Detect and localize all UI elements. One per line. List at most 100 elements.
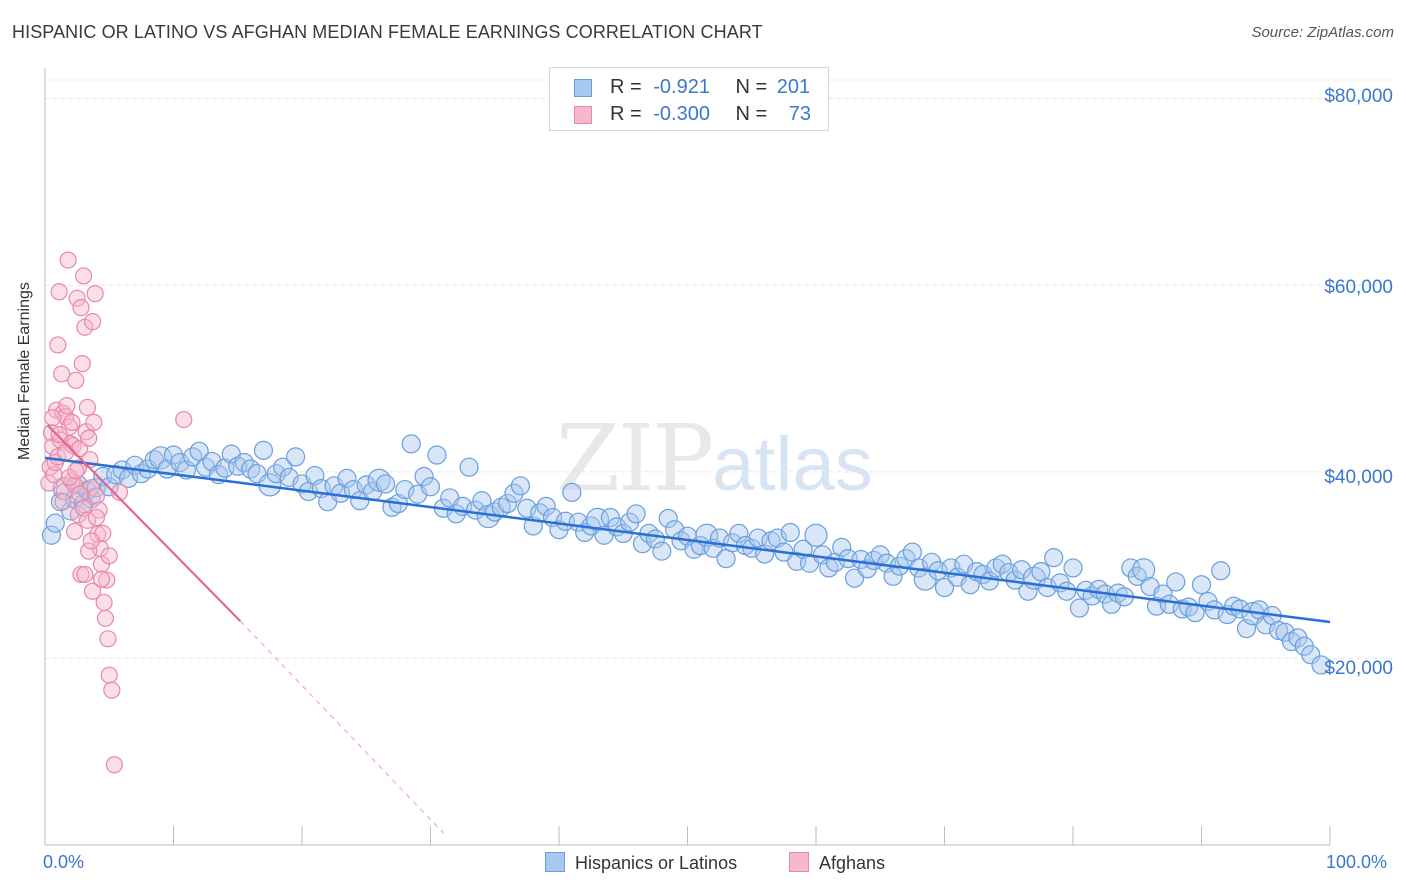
legend-item-afghans: Afghans [789, 852, 885, 874]
hispanics-point [498, 493, 518, 514]
series-hispanics-points [41, 434, 1331, 675]
afghans-point [44, 409, 62, 427]
afghans-point [62, 435, 80, 453]
hispanics-point [934, 577, 955, 598]
afghans-point [50, 283, 68, 301]
afghans-point [78, 398, 97, 417]
afghans-point [80, 429, 98, 447]
afghans-point [96, 609, 114, 627]
hispanics-point [343, 479, 363, 500]
afghans-point [58, 396, 76, 415]
x-tick-label: 100.0% [1326, 852, 1388, 872]
y-tick-label: $20,000 [1324, 658, 1393, 679]
afghans-point [98, 571, 116, 589]
hispanics-point [1191, 575, 1212, 595]
hispanics-point [401, 434, 421, 454]
hispanics-point [510, 476, 531, 496]
legend-item-hispanics: Hispanics or Latinos [545, 852, 737, 874]
hispanics-point [420, 477, 441, 497]
afghans-point [59, 251, 77, 269]
watermark-atlas: atlas [712, 422, 873, 507]
legend-label: Hispanics or Latinos [575, 853, 738, 873]
hispanics-point [41, 525, 62, 545]
afghans-point [65, 522, 84, 541]
afghans-point [76, 565, 94, 584]
hispanics-point [600, 507, 621, 528]
watermark-zip: ZIP [556, 405, 714, 512]
afghans-point [110, 483, 129, 501]
afghans-point [63, 413, 81, 431]
axes [44, 68, 1331, 846]
afghans-point [74, 267, 93, 285]
y-axis-label: Median Female Earnings [16, 282, 33, 460]
hispanics-point [536, 496, 556, 516]
hispanics-trend-line [44, 456, 1331, 624]
r-value: -0.300 [653, 103, 710, 125]
hispanics-point [517, 498, 537, 518]
afghans-point [83, 582, 102, 600]
n-label: N = [735, 76, 768, 98]
afghans-point [67, 371, 85, 390]
hispanics-point [427, 445, 447, 465]
afghans-point [73, 355, 91, 373]
afghans-point [175, 410, 193, 429]
hispanics-point [285, 447, 306, 467]
afghans-point [72, 299, 90, 317]
r-label: R = [610, 76, 642, 98]
hispanics-point [1044, 548, 1064, 568]
x-tick-label: 0.0% [43, 852, 85, 872]
y-tick-label: $80,000 [1324, 86, 1393, 107]
hispanics-point [414, 466, 434, 487]
hispanics-point [585, 507, 610, 532]
hispanics-point [729, 523, 749, 544]
legend-swatch-blue [545, 852, 565, 872]
afghans-point [69, 459, 88, 477]
afghans-point [50, 425, 68, 444]
hispanics-point [1011, 560, 1032, 580]
afghans-point [105, 756, 123, 774]
afghans-point [100, 547, 118, 565]
afghans-trend-extension [239, 620, 444, 834]
hispanics-point [780, 522, 800, 543]
r-label: R = [610, 103, 642, 125]
chart-title: HISPANIC OR LATINO VS AFGHAN MEDIAN FEMA… [12, 22, 763, 42]
afghans-point [80, 542, 98, 560]
hispanics-point [1211, 561, 1231, 581]
hispanics-point [1311, 655, 1331, 675]
afghans-point [85, 413, 103, 431]
afghans-point [89, 525, 107, 543]
hispanics-point [504, 483, 524, 503]
n-label: N = [735, 103, 768, 125]
hispanics-point [1069, 598, 1090, 618]
hispanics-point [1204, 600, 1224, 620]
afghans-point [56, 443, 75, 461]
afghans-point [100, 666, 118, 684]
hispanics-point [832, 537, 852, 557]
series-afghans-points [40, 251, 193, 774]
hispanics-point [337, 468, 357, 488]
afghans-point [103, 681, 121, 699]
hispanics-point [163, 445, 184, 465]
hispanics-point [1301, 645, 1321, 665]
source-label: Source: ZipAtlas.com [1251, 24, 1394, 41]
correlation-legend: R = -0.921 N = 201 R = -0.300 N = 73 [549, 67, 829, 131]
hispanics-point [1153, 584, 1173, 604]
afghans-point [87, 487, 106, 505]
hispanics-point [658, 508, 678, 529]
afghans-trend-line [46, 424, 242, 622]
r-value: -0.921 [653, 76, 710, 98]
afghans-point [99, 630, 117, 648]
hispanics-point [844, 568, 865, 588]
hispanics-point [652, 541, 672, 561]
y-tick-label: $40,000 [1324, 467, 1393, 488]
n-value: 201 [776, 76, 811, 98]
watermark: ZIPatlas [556, 405, 873, 512]
hispanics-point [626, 504, 646, 524]
afghans-point [83, 313, 102, 331]
hispanics-point [459, 457, 479, 477]
legend-swatch-pink [789, 852, 809, 872]
afghans-point [53, 365, 71, 383]
afghans-point [72, 565, 90, 584]
hispanics-point [395, 479, 415, 500]
